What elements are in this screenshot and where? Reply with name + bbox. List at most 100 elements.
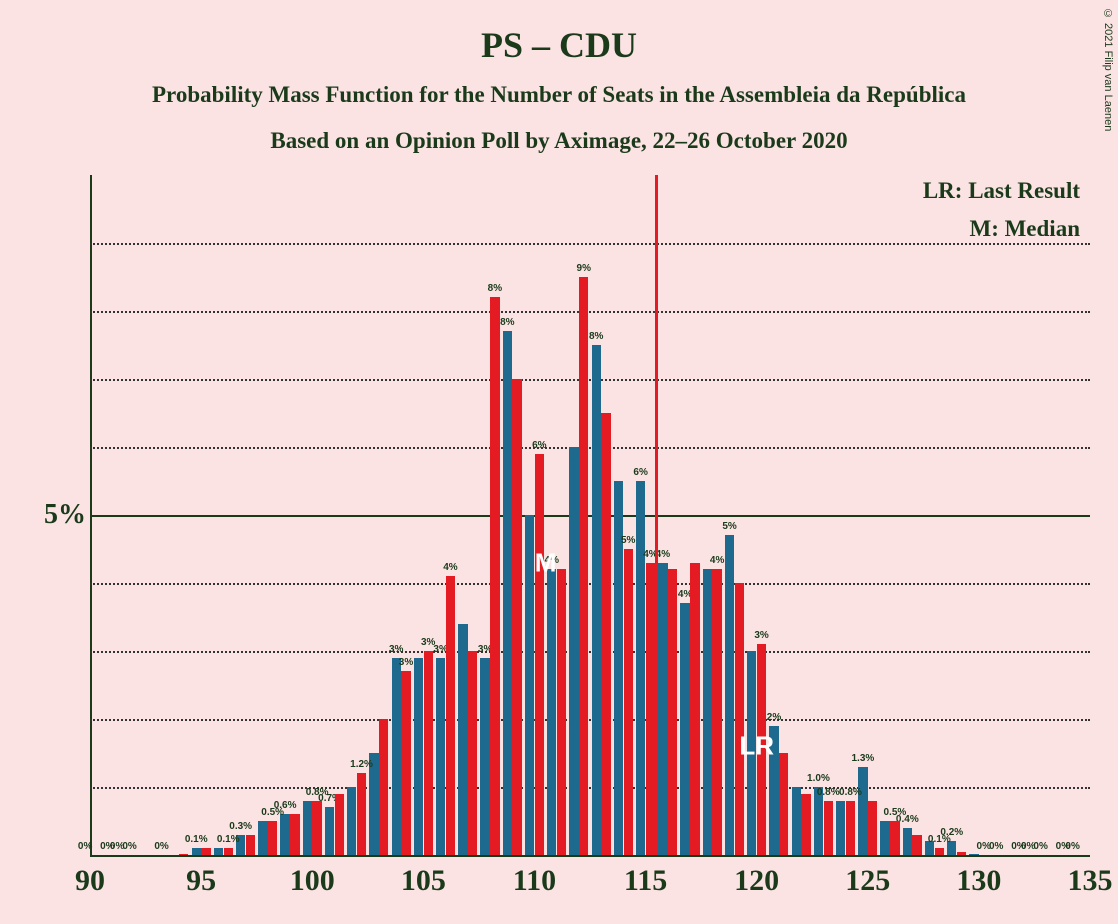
blue-bar [258, 821, 267, 855]
bar-value-label: 0% [1065, 841, 1079, 852]
blue-bar [547, 569, 556, 855]
red-bar [490, 297, 499, 855]
blue-bar [658, 563, 667, 855]
y-tick-label: 5% [44, 499, 86, 531]
blue-bar [569, 447, 578, 855]
bar-value-label: 8% [589, 331, 603, 342]
blue-bar [725, 535, 734, 855]
bar-value-label: 4% [443, 562, 457, 573]
red-bar [446, 576, 455, 855]
bar-value-label: 5% [722, 521, 736, 532]
blue-bar [414, 658, 423, 855]
blue-bar [480, 658, 489, 855]
bar-value-label: 1.3% [851, 753, 874, 764]
blue-bar [636, 481, 645, 855]
bar-value-label: 3% [421, 637, 435, 648]
red-bar [712, 569, 721, 855]
blue-bar [592, 345, 601, 855]
bar-value-label: 8% [488, 283, 502, 294]
chart-subtitle-1: Probability Mass Function for the Number… [0, 82, 1118, 108]
bar-value-label: 6% [633, 467, 647, 478]
blue-bar [880, 821, 889, 855]
x-tick-label: 95 [186, 864, 216, 898]
red-bar [268, 821, 277, 855]
bar-value-label: 0% [154, 841, 168, 852]
blue-bar [214, 848, 223, 855]
blue-bar [192, 848, 201, 855]
last-result-marker: LR [739, 731, 774, 762]
bar-value-label: 9% [577, 263, 591, 274]
bar-value-label: 0.1% [928, 834, 951, 845]
red-bar [735, 583, 744, 855]
bar-value-label: 3% [389, 644, 403, 655]
bar-value-label: 5% [621, 535, 635, 546]
blue-bar [836, 801, 845, 855]
blue-bar [436, 658, 445, 855]
bar-value-label: 0.5% [883, 807, 906, 818]
bar-value-label: 0.1% [217, 834, 240, 845]
bar-value-label: 0% [1033, 841, 1047, 852]
bar-value-label: 3% [399, 657, 413, 668]
blue-bar [325, 807, 334, 855]
blue-bar [703, 569, 712, 855]
bar-value-label: 0.3% [229, 821, 252, 832]
red-bar [246, 835, 255, 855]
x-tick-label: 135 [1068, 864, 1113, 898]
median-line [655, 175, 658, 855]
red-bar [401, 671, 410, 855]
red-bar [335, 794, 344, 855]
red-bar [557, 569, 566, 855]
blue-bar [792, 787, 801, 855]
bar-value-label: 0% [977, 841, 991, 852]
bar-value-label: 0.8% [817, 787, 840, 798]
pmf-chart: PS – CDU Probability Mass Function for t… [0, 0, 1118, 924]
red-bar [957, 852, 966, 855]
blue-bar [392, 658, 401, 855]
red-bar [290, 814, 299, 855]
bar-value-label: 8% [500, 317, 514, 328]
bar-value-label: 0% [1021, 841, 1035, 852]
blue-bar [503, 331, 512, 855]
bar-value-label: 0.5% [261, 807, 284, 818]
red-bar [935, 848, 944, 855]
x-tick-label: 120 [734, 864, 779, 898]
red-bar [312, 801, 321, 855]
red-bar [890, 821, 899, 855]
plot-area: 0%0%0%0.1%0.3%0.6%0.7%3%3%3%8%4%8%6%4%4%… [90, 175, 1090, 855]
red-bar [424, 651, 433, 855]
blue-bar [858, 767, 867, 855]
bar-value-label: 0% [110, 841, 124, 852]
x-tick-label: 105 [401, 864, 446, 898]
bar-value-label: 2% [767, 712, 781, 723]
blue-bar [969, 854, 978, 855]
red-bar [912, 835, 921, 855]
x-tick-label: 125 [845, 864, 890, 898]
red-bar [601, 413, 610, 855]
blue-bar [280, 814, 289, 855]
red-bar [668, 569, 677, 855]
red-bar [512, 379, 521, 855]
red-bar [690, 563, 699, 855]
red-bar [357, 773, 366, 855]
bar-value-label: 4% [710, 555, 724, 566]
red-bar [646, 563, 655, 855]
bar-value-label: 0% [122, 841, 136, 852]
red-bar [468, 651, 477, 855]
bar-value-label: 6% [532, 440, 546, 451]
blue-bar [525, 515, 534, 855]
bar-value-label: 0.8% [306, 787, 329, 798]
chart-title: PS – CDU [0, 24, 1118, 66]
chart-subtitle-2: Based on an Opinion Poll by Aximage, 22–… [0, 128, 1118, 154]
red-bar [379, 719, 388, 855]
red-bar [201, 848, 210, 855]
blue-bar [303, 801, 312, 855]
blue-bar [347, 787, 356, 855]
red-bar [179, 854, 188, 855]
bar-value-label: 0% [989, 841, 1003, 852]
bar-value-label: 0% [78, 841, 92, 852]
bar-value-label: 3% [754, 630, 768, 641]
x-tick-label: 100 [290, 864, 335, 898]
red-bar [846, 801, 855, 855]
red-bar [824, 801, 833, 855]
x-axis [90, 855, 1090, 857]
